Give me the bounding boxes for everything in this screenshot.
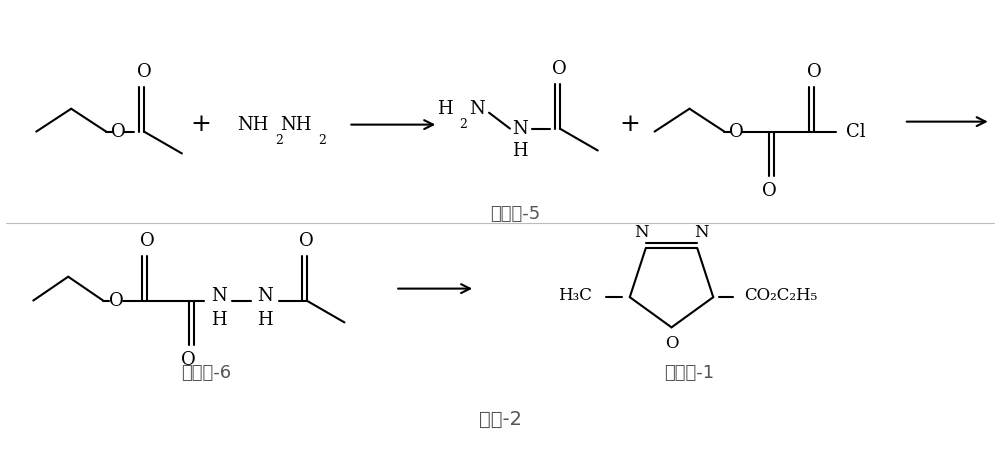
Text: H: H	[211, 311, 227, 329]
Text: 化合物-6: 化合物-6	[181, 364, 231, 382]
Text: O: O	[729, 123, 744, 141]
Text: 2: 2	[319, 134, 326, 147]
Text: O: O	[665, 335, 678, 352]
Text: N: N	[634, 224, 649, 241]
Text: H: H	[437, 100, 453, 118]
Text: O: O	[807, 63, 821, 81]
Text: NH: NH	[280, 115, 311, 133]
Text: 化合物-1: 化合物-1	[664, 364, 715, 382]
Text: O: O	[140, 232, 154, 250]
Text: +: +	[619, 113, 640, 136]
Text: O: O	[299, 232, 314, 250]
Text: H: H	[257, 311, 272, 329]
Text: N: N	[694, 224, 709, 241]
Text: N: N	[469, 100, 485, 118]
Text: +: +	[190, 113, 211, 136]
Text: CO₂C₂H₅: CO₂C₂H₅	[744, 287, 818, 304]
Text: N: N	[257, 286, 273, 304]
Text: Cl: Cl	[846, 123, 866, 141]
Text: H: H	[512, 143, 528, 161]
Text: O: O	[109, 291, 123, 309]
Text: O: O	[181, 351, 196, 369]
Text: O: O	[552, 60, 567, 78]
Text: N: N	[211, 286, 227, 304]
Text: 化合物-5: 化合物-5	[490, 205, 540, 223]
Text: 2: 2	[276, 134, 284, 147]
Text: 路线-2: 路线-2	[479, 410, 522, 429]
Text: O: O	[111, 123, 125, 141]
Text: 2: 2	[459, 118, 467, 131]
Text: H₃C: H₃C	[558, 287, 592, 304]
Text: O: O	[762, 182, 777, 200]
Text: NH: NH	[237, 115, 268, 133]
Text: N: N	[512, 120, 528, 138]
Text: O: O	[137, 63, 151, 81]
